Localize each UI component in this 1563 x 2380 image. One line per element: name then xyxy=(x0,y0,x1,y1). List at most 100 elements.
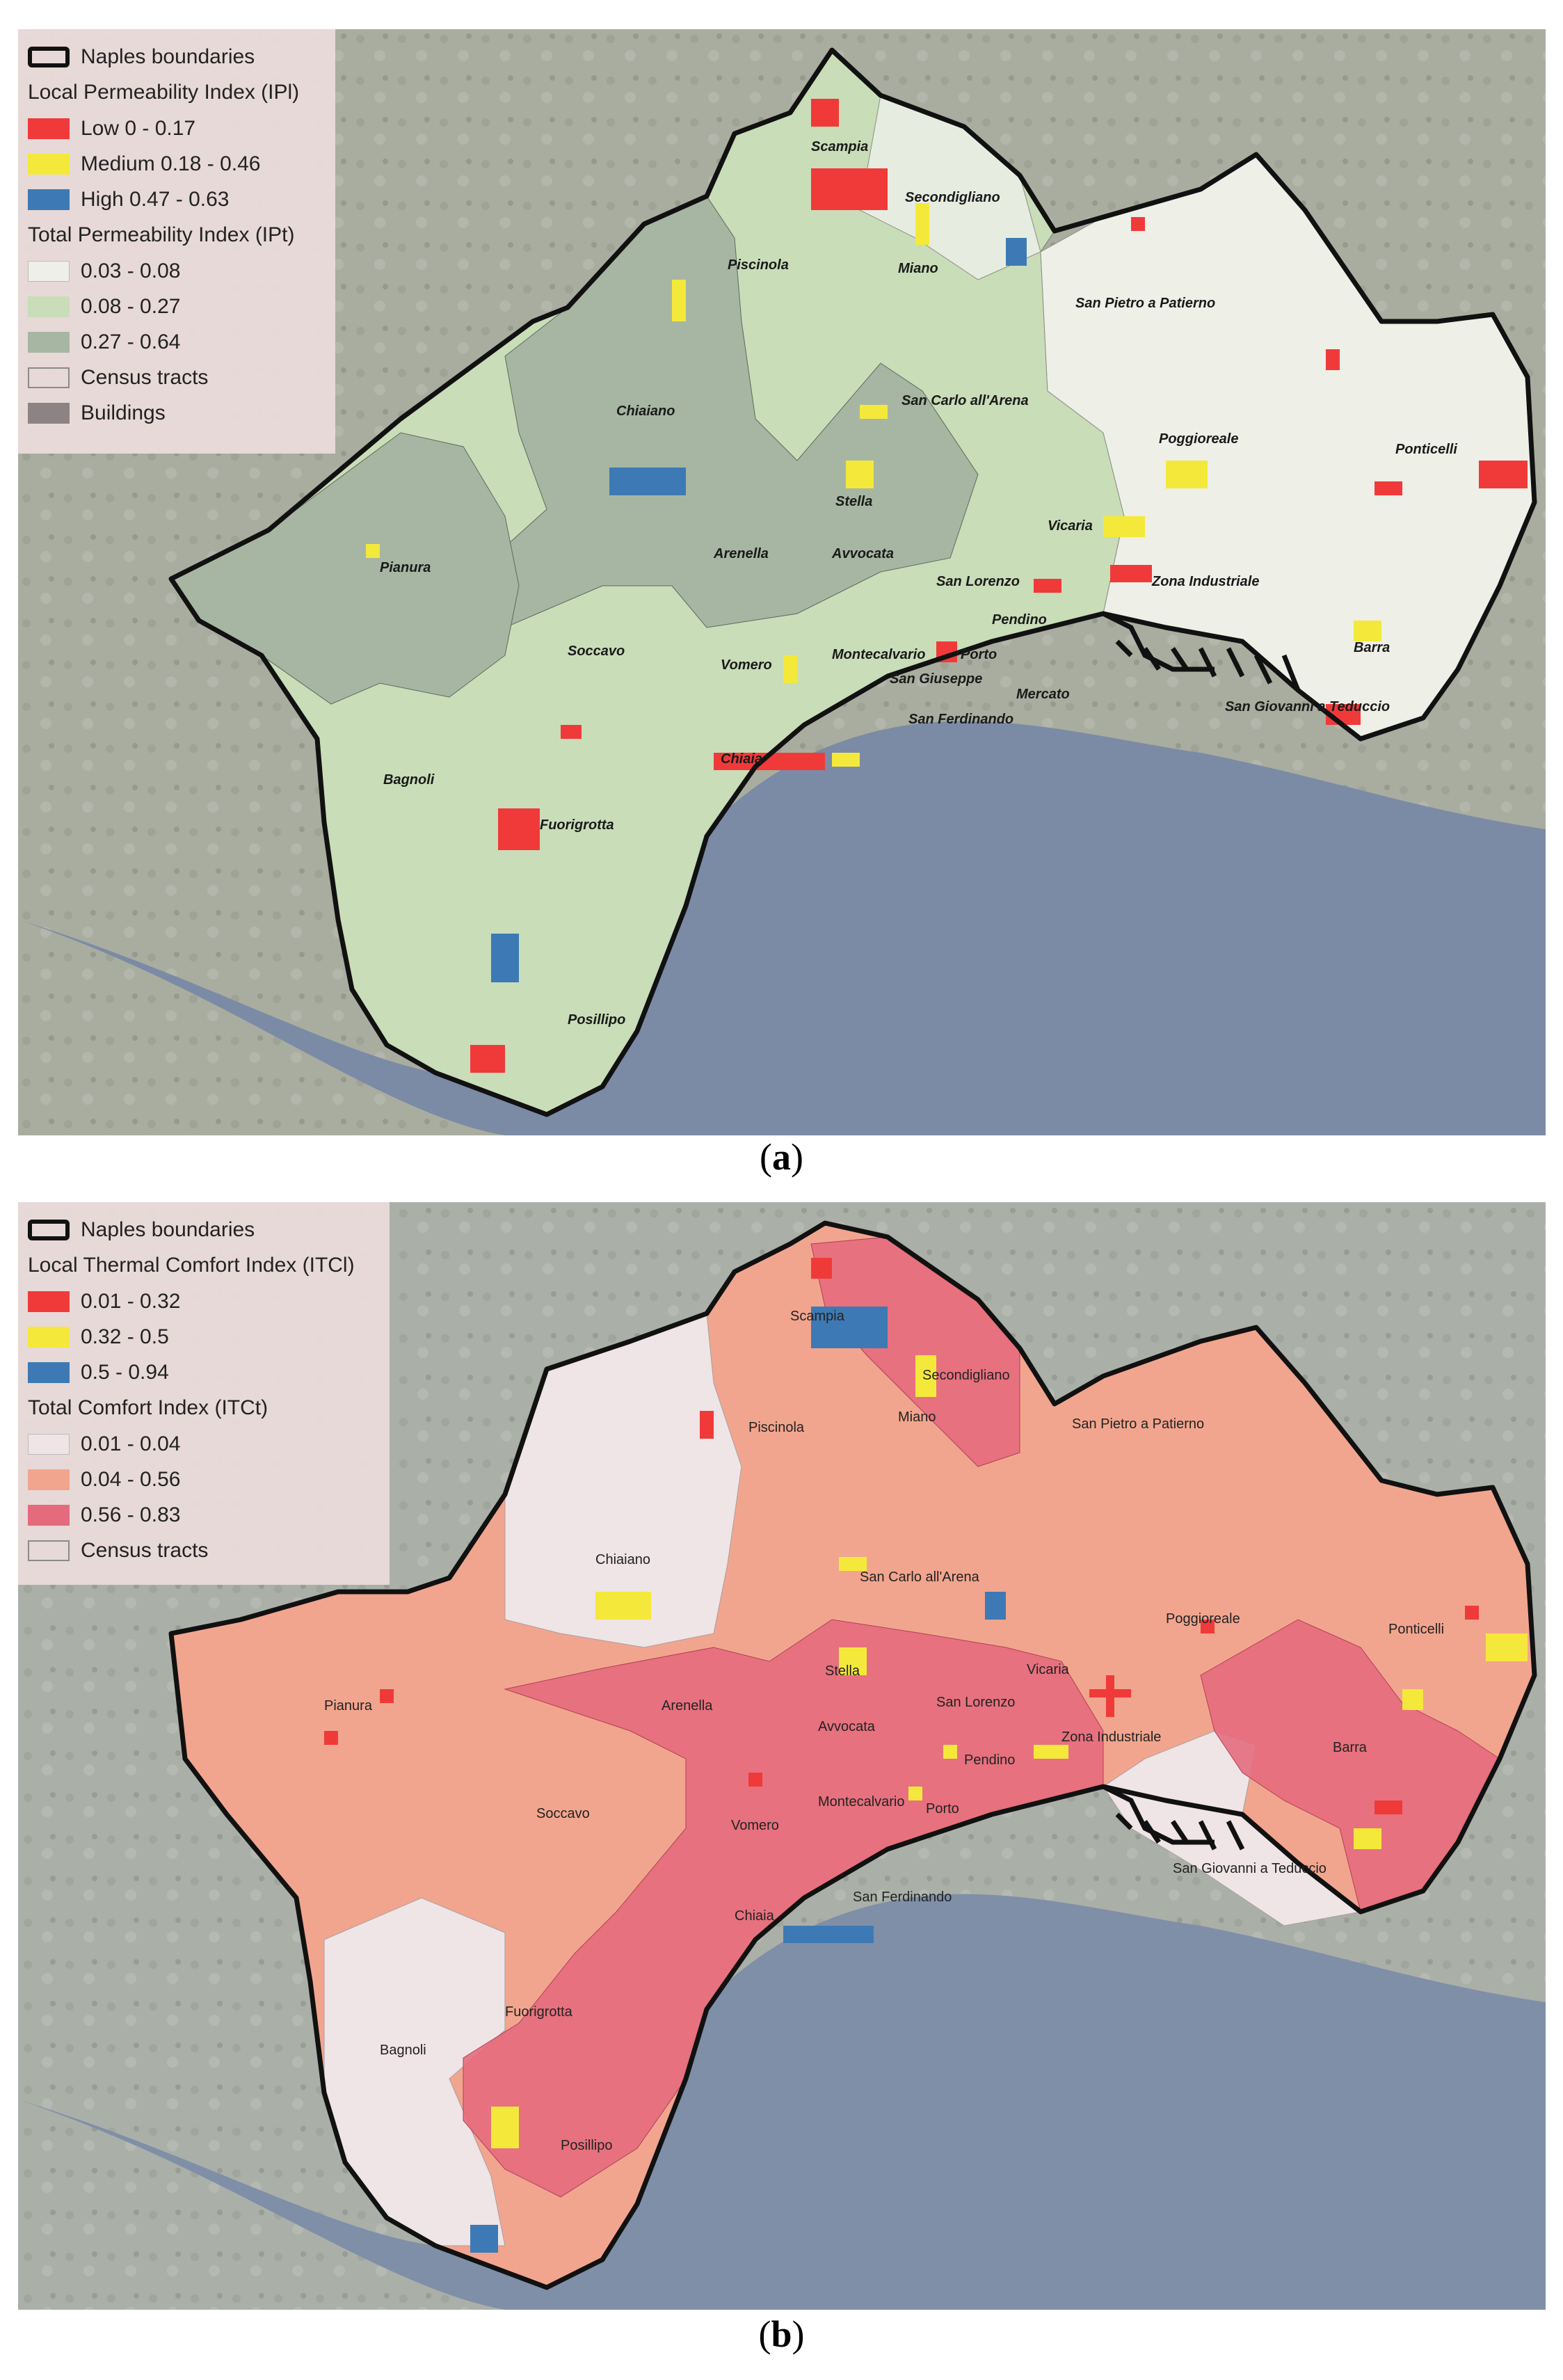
legend-label: 0.08 - 0.27 xyxy=(81,294,181,318)
place-label: Mercato xyxy=(1016,687,1070,702)
place-label: Fuorigrotta xyxy=(505,2004,573,2020)
place-label: Barra xyxy=(1354,640,1390,655)
place-label: Porto xyxy=(961,647,997,662)
legend-total-1: 0.03 - 0.08 xyxy=(28,253,320,289)
legend-local-3: 0.5 - 0.94 xyxy=(28,1355,374,1390)
caption-letter: a xyxy=(772,1136,791,1178)
thermal-comfort-map: Scampia Secondigliano Piscinola Miano Sa… xyxy=(18,1202,1546,2310)
legend-label: Naples boundaries xyxy=(81,45,255,68)
legend-total-title: Total Permeability Index (IPt) xyxy=(28,223,295,246)
legend-local-2: 0.32 - 0.5 xyxy=(28,1319,374,1355)
legend-label: Naples boundaries xyxy=(81,1217,255,1241)
place-label: San Carlo all'Arena xyxy=(860,1570,980,1585)
tract-swatch xyxy=(28,367,70,388)
legend-local-title: Local Thermal Comfort Index (ITCl) xyxy=(28,1254,355,1277)
legend-total-3: 0.27 - 0.64 xyxy=(28,324,320,360)
place-label: Chiaiano xyxy=(595,1552,650,1567)
place-label: Poggioreale xyxy=(1159,431,1238,447)
legend-label: 0.27 - 0.64 xyxy=(81,330,181,353)
place-label: Posillipo xyxy=(568,1012,625,1028)
place-label: Stella xyxy=(825,1663,860,1679)
swatch xyxy=(28,1291,70,1312)
legend-label: 0.04 - 0.56 xyxy=(81,1467,181,1491)
place-label: Soccavo xyxy=(568,644,625,659)
map-legend-a: Naples boundaries Local Permeability Ind… xyxy=(18,29,335,454)
place-label: Porto xyxy=(926,1801,959,1816)
map-panel-b: Scampia Secondigliano Piscinola Miano Sa… xyxy=(18,1202,1546,2310)
place-label: Vomero xyxy=(731,1818,779,1833)
sea xyxy=(18,721,1546,1135)
map-legend-b: Naples boundaries Local Thermal Comfort … xyxy=(18,1202,390,1585)
legend-total-3: 0.56 - 0.83 xyxy=(28,1497,374,1533)
swatch xyxy=(28,1469,70,1490)
tract-swatch xyxy=(28,1540,70,1561)
naples-boundary xyxy=(168,1220,1537,2290)
place-label: Fuorigrotta xyxy=(540,817,614,833)
coast-harbour xyxy=(1102,1784,1245,1851)
place-label: Chiaia xyxy=(721,751,762,767)
legend-label: Low 0 - 0.17 xyxy=(81,116,196,140)
place-label: Pianura xyxy=(324,1698,373,1714)
legend-tracts: Census tracts xyxy=(28,360,320,395)
legend-label: High 0.47 - 0.63 xyxy=(81,187,230,211)
swatch xyxy=(28,1361,70,1383)
place-label: Scampia xyxy=(790,1309,845,1324)
boundary-swatch xyxy=(28,46,70,67)
legend-label: 0.5 - 0.94 xyxy=(81,1360,169,1384)
place-labels: Scampia Secondigliano Piscinola Miano Sa… xyxy=(324,1309,1444,2153)
place-label: San Lorenzo xyxy=(936,1695,1015,1710)
legend-total-2: 0.08 - 0.27 xyxy=(28,289,320,324)
legend-label: Census tracts xyxy=(81,1538,209,1562)
legend-label: 0.01 - 0.32 xyxy=(81,1289,181,1313)
place-label: Scampia xyxy=(811,139,868,154)
place-label: San Pietro a Patierno xyxy=(1075,296,1215,311)
place-label: Vicaria xyxy=(1048,518,1093,534)
legend-boundary: Naples boundaries xyxy=(28,1212,374,1247)
place-label: Bagnoli xyxy=(380,2043,426,2058)
legend-tracts: Census tracts xyxy=(28,1533,374,1568)
swatch xyxy=(28,402,70,424)
legend-label: Census tracts xyxy=(81,365,209,389)
swatch xyxy=(28,153,70,175)
boundary-swatch xyxy=(28,1219,70,1240)
place-label: Ponticelli xyxy=(1395,442,1457,457)
legend-local-1: 0.01 - 0.32 xyxy=(28,1284,374,1319)
legend-buildings: Buildings xyxy=(28,395,320,431)
swatch xyxy=(28,1504,70,1526)
place-label: San Ferdinando xyxy=(853,1890,952,1905)
place-label: Avvocata xyxy=(818,1719,876,1734)
legend-label: Medium 0.18 - 0.46 xyxy=(81,152,261,175)
legend-total-2: 0.04 - 0.56 xyxy=(28,1462,374,1497)
legend-local-title: Local Permeability Index (IPl) xyxy=(28,81,300,104)
place-label: Ponticelli xyxy=(1388,1622,1444,1637)
sea xyxy=(18,1894,1546,2310)
swatch xyxy=(28,1433,70,1455)
coast-harbour xyxy=(1102,611,1301,692)
legend-boundary: Naples boundaries xyxy=(28,39,320,74)
local-index-patches xyxy=(366,99,1528,1073)
place-label: Vicaria xyxy=(1027,1662,1070,1677)
place-label: San Giovanni a Teduccio xyxy=(1225,699,1390,714)
place-label: San Lorenzo xyxy=(936,574,1020,589)
place-label: Bagnoli xyxy=(383,772,435,788)
place-label: Montecalvario xyxy=(832,647,925,662)
place-label: Zona Industriale xyxy=(1061,1730,1161,1745)
place-label: Chiaia xyxy=(735,1908,775,1924)
place-label: Posillipo xyxy=(561,2138,612,2153)
place-label: Montecalvario xyxy=(818,1794,905,1810)
place-label: Secondigliano xyxy=(905,190,1000,205)
place-label: Arenella xyxy=(713,546,769,561)
place-label: Stella xyxy=(835,494,872,509)
swatch xyxy=(28,118,70,139)
caption-letter: b xyxy=(771,2313,792,2355)
legend-total-1: 0.01 - 0.04 xyxy=(28,1426,374,1462)
legend-label: 0.03 - 0.08 xyxy=(81,259,181,282)
place-labels: Scampia Secondigliano Piscinola Miano Sa… xyxy=(380,139,1457,1028)
swatch xyxy=(28,260,70,282)
place-label: Miano xyxy=(898,261,938,276)
legend-label: Buildings xyxy=(81,401,166,424)
place-label: San Pietro a Patierno xyxy=(1072,1416,1204,1432)
place-label: Pendino xyxy=(964,1752,1015,1768)
legend-label: 0.01 - 0.04 xyxy=(81,1432,181,1455)
map-panel-a: Scampia Secondigliano Piscinola Miano Sa… xyxy=(18,29,1546,1135)
